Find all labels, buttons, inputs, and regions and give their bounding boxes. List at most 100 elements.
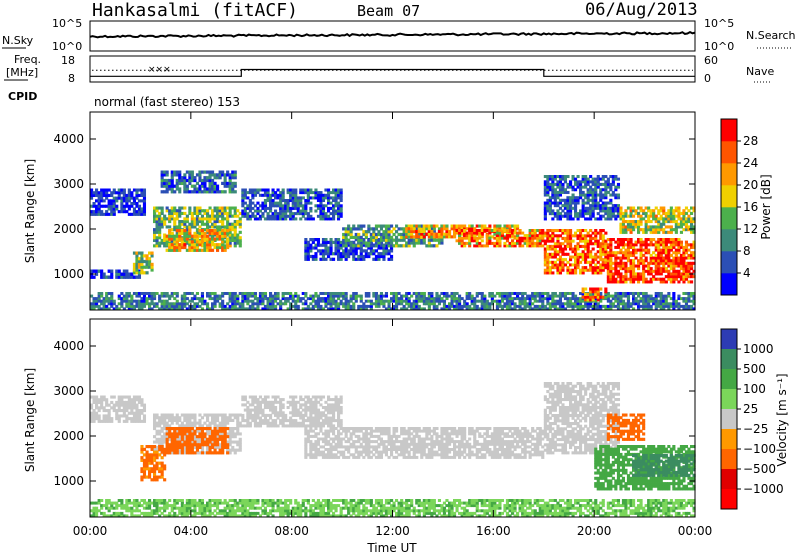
heatmap-cell [271,204,275,208]
heatmap-cell [662,261,666,265]
heatmap-cell [528,244,532,248]
heatmap-cell [158,244,162,248]
heatmap-cell [594,196,598,200]
heatmap-cell [193,506,197,510]
heatmap-cell [659,259,663,263]
heatmap-cell [470,234,474,238]
heatmap-cell [508,302,512,306]
heatmap-cell [430,297,434,301]
heatmap-cell [609,193,613,197]
heatmap-cell [200,307,205,311]
heatmap-cell [183,234,187,238]
heatmap-cell [548,255,552,259]
heatmap-cell [400,297,404,301]
heatmap-cell [251,304,255,308]
heatmap-cell [180,511,184,515]
heatmap-cell [233,206,237,210]
heatmap-cell [105,292,109,295]
heatmap-cell [659,272,663,276]
heatmap-cell [218,294,222,298]
heatmap-cell [142,204,147,208]
heatmap-cell [364,249,368,253]
heatmap-cell [173,234,177,238]
heatmap-cell [420,292,424,295]
heatmap-cell [193,176,197,180]
heatmap-cell [173,501,177,505]
heatmap-cell [221,170,225,174]
heatmap-cell [679,277,684,281]
heatmap-cell [173,206,177,210]
heatmap-cell [243,201,247,205]
heatmap-cell [422,235,426,239]
heatmap-cell [195,511,200,515]
heatmap-cell [674,304,678,308]
heatmap-cell [516,227,520,231]
heatmap-cell [432,227,436,231]
heatmap-cell [107,188,111,192]
heatmap-cell [604,295,608,299]
heatmap-cell [440,297,444,301]
heatmap-cell [329,299,333,303]
heatmap-cell [135,202,139,206]
heatmap-cell [553,250,557,254]
heatmap-cell [624,294,628,298]
heatmap-cell [616,264,621,268]
heatmap-cell [682,245,686,249]
heatmap-cell [246,292,250,295]
heatmap-cell [170,504,174,508]
heatmap-cell [387,249,391,253]
heatmap-cell [584,185,588,189]
heatmap-cell [342,302,346,306]
heatmap-cell [208,233,212,237]
heatmap-cell [122,307,126,311]
heatmap-cell [543,242,547,246]
heatmap-cell [546,206,550,210]
heatmap-cell [674,248,678,252]
heatmap-cell [218,211,222,215]
heatmap-cell [551,196,555,200]
heatmap-cell [485,299,489,303]
heatmap-cell [599,234,603,238]
heatmap-cell [390,230,394,234]
heatmap-cell [107,302,111,306]
heatmap-cell [92,210,96,214]
heatmap-cell [581,198,585,202]
heatmap-cell [611,253,615,257]
heatmap-cell [606,182,610,186]
heatmap-cell [591,201,595,205]
heatmap-cell [274,196,278,200]
heatmap-cell [589,212,593,216]
heatmap-cell [200,234,205,238]
heatmap-cell [231,302,235,306]
heatmap-cell [511,231,515,235]
heatmap-cell [231,184,235,188]
heatmap-cell [571,239,575,243]
heatmap-cell [448,302,452,306]
heatmap-cell [299,217,303,221]
heatmap-cell [274,294,278,298]
heatmap-cell [153,244,157,248]
heatmap-cell [142,265,147,269]
heatmap-cell [122,207,126,211]
heatmap-cell [175,170,179,174]
heatmap-cell [155,220,159,224]
heatmap-cell [601,201,605,205]
heatmap-cell [591,255,595,259]
heatmap-cell [586,244,590,248]
heatmap-cell [206,229,210,233]
heatmap-cell [687,307,691,311]
heatmap-cell [629,240,633,244]
heatmap-cell [211,178,215,183]
heatmap-cell [132,504,137,508]
heatmap-cell [170,307,174,311]
heatmap-cell [558,250,563,254]
heatmap-cell [306,304,310,308]
heatmap-cell [223,509,227,513]
heatmap-cell [470,224,474,228]
heatmap-cell [329,238,333,242]
heatmap-cell [231,233,235,237]
heatmap-cell [548,252,552,256]
heatmap-cell [352,307,356,311]
heatmap-cell [513,244,517,248]
heatmap-cell [579,188,583,192]
